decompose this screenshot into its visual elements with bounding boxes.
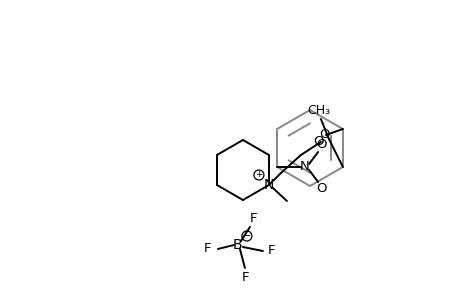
Text: CH₃: CH₃	[307, 104, 330, 118]
Text: N: N	[263, 178, 274, 192]
Text: O: O	[315, 139, 325, 152]
Text: F: F	[241, 272, 249, 284]
Text: O: O	[315, 182, 325, 196]
Text: B: B	[233, 238, 242, 252]
Text: N: N	[300, 160, 309, 173]
Text: O: O	[319, 128, 330, 140]
Text: F: F	[268, 244, 275, 257]
Text: F: F	[250, 212, 257, 226]
Text: +: +	[255, 170, 262, 179]
Text: F: F	[204, 242, 211, 256]
Text: O: O	[313, 136, 324, 148]
Text: −: −	[242, 231, 251, 241]
